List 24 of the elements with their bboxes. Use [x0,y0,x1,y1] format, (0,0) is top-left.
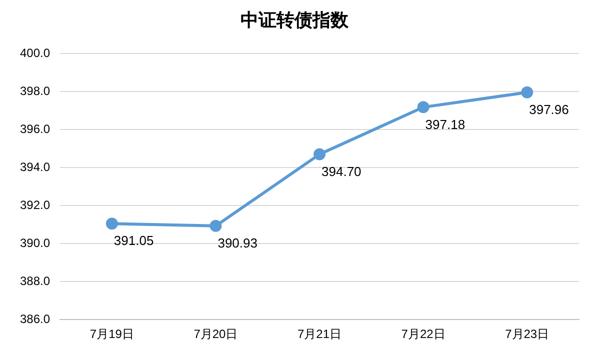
y-tick-label: 396.0 [20,122,50,136]
point [106,218,118,230]
x-tick-label: 7月22日 [401,327,446,342]
data-label: 390.93 [218,236,258,251]
y-tick-label: 386.0 [20,312,50,326]
y-tick-label: 394.0 [20,160,50,174]
y-tick-label: 392.0 [20,198,50,212]
data-label: 397.18 [425,116,466,132]
x-tick-label: 7月21日 [298,327,342,342]
point [314,148,326,160]
y-tick-label: 388.0 [20,274,50,288]
x-tick-label: 7月23日 [505,327,550,342]
x-tick-label: 7月20日 [194,327,238,342]
y-tick-label: 398.0 [20,84,50,98]
data-label: 397.96 [529,102,569,117]
point [521,86,534,98]
y-tick-label: 390.0 [20,236,50,250]
data-label: 394.70 [322,164,362,179]
point [210,220,222,232]
x-tick-label: 7月19日 [90,327,134,342]
chart-title: 中证转债指数 [240,10,350,30]
y-tick-label: 400.0 [20,46,50,60]
point [417,101,430,114]
data-label: 391.05 [114,233,154,248]
